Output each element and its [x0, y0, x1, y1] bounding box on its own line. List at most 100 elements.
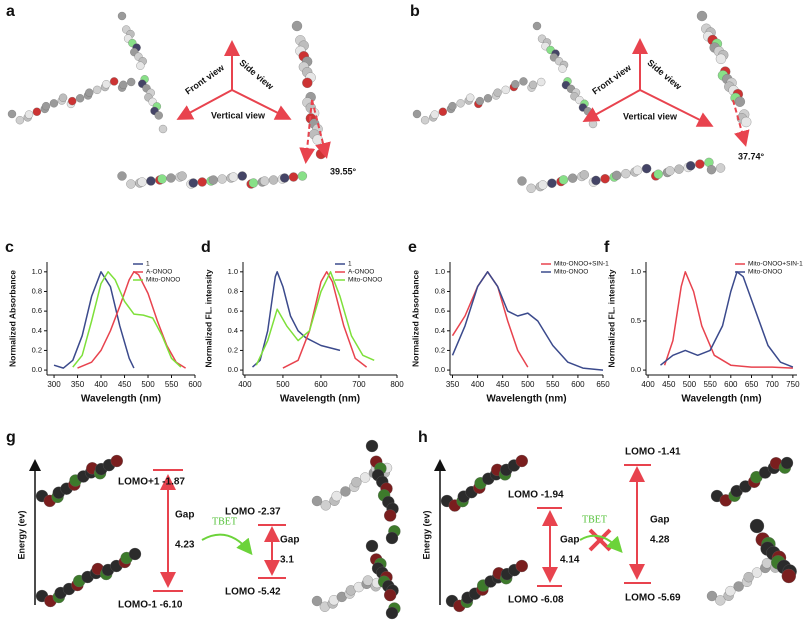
- atom: [137, 177, 147, 187]
- x-tick-label: 350: [446, 380, 460, 389]
- atom: [621, 169, 631, 179]
- view-arrows: [176, 40, 331, 164]
- atom: [743, 572, 754, 583]
- legend-label: Mito-ONOO+SIN-1: [748, 261, 803, 268]
- x-tick-label: 500: [276, 380, 290, 389]
- atom: [734, 96, 746, 107]
- atom: [197, 177, 207, 187]
- atom: [365, 539, 379, 553]
- y-tick-label: 0.6: [228, 306, 238, 315]
- view-arrows: [582, 38, 750, 147]
- panel-label: f: [604, 239, 610, 256]
- atom: [751, 567, 763, 578]
- atom: [686, 161, 696, 171]
- y-tick-label: 0.8: [32, 286, 42, 295]
- atom: [780, 456, 794, 470]
- atom: [117, 11, 127, 21]
- legend-label: Mito-ONOO: [748, 269, 782, 276]
- atom: [259, 176, 270, 186]
- legend-label: 1: [146, 261, 150, 268]
- atom: [430, 110, 439, 119]
- y-tick-label: 0.2: [228, 345, 238, 354]
- atom: [311, 495, 323, 507]
- atom: [456, 99, 465, 108]
- atom: [438, 107, 448, 116]
- series-line: [53, 271, 135, 369]
- atom: [579, 170, 589, 180]
- y-tick-label: 0.6: [32, 306, 42, 315]
- atom: [695, 159, 705, 169]
- y-tick-label: 0.0: [228, 365, 238, 374]
- atom: [365, 439, 379, 453]
- atom: [92, 85, 102, 95]
- atom: [297, 171, 308, 181]
- level-label: LOMO -6.08: [508, 595, 564, 606]
- series-line: [282, 271, 368, 369]
- atom: [75, 94, 85, 103]
- panel-label: b: [410, 3, 420, 20]
- atom: [781, 568, 796, 584]
- atom: [128, 547, 142, 561]
- legend-label: 1: [348, 261, 352, 268]
- gap-value: 4.28: [650, 535, 670, 546]
- atom: [146, 176, 156, 186]
- atom: [110, 77, 119, 86]
- y-tick-label: 0.2: [32, 345, 42, 354]
- atom: [706, 590, 718, 602]
- atom: [320, 500, 331, 511]
- legend-label: Mito-ONOO: [554, 269, 588, 276]
- x-tick-label: 400: [641, 380, 655, 389]
- atom: [351, 477, 362, 488]
- level-label: LOMO -1.94: [508, 490, 564, 501]
- x-axis-label: Wavelength (nm): [280, 394, 360, 405]
- atom: [248, 178, 259, 188]
- atom: [696, 10, 708, 22]
- view-label: Vertical view: [211, 110, 266, 120]
- legend-label: A-ONOO: [348, 269, 374, 276]
- series-line: [451, 271, 529, 368]
- x-tick-label: 350: [71, 380, 85, 389]
- energy-levels: [153, 469, 286, 592]
- atom: [519, 77, 528, 86]
- atom: [612, 170, 622, 180]
- gap-label: Gap: [650, 515, 669, 526]
- y-axis-label: Normalized FL. intensity: [203, 269, 213, 368]
- atom: [591, 175, 601, 186]
- axis-label: Energy (ev): [421, 510, 431, 559]
- atom: [547, 178, 557, 188]
- tbet-arrow: [579, 534, 623, 553]
- atom: [331, 490, 342, 502]
- atom: [517, 176, 527, 186]
- series-line: [451, 271, 604, 371]
- x-tick-label: 450: [496, 380, 510, 389]
- gap-label: Gap: [175, 510, 194, 521]
- panel-label: g: [6, 429, 16, 446]
- atom: [291, 20, 303, 32]
- series-line: [72, 271, 182, 368]
- atom: [600, 174, 610, 184]
- x-tick-label: 500: [521, 380, 535, 389]
- series-line: [251, 271, 341, 368]
- atom: [483, 94, 493, 103]
- atom: [515, 559, 528, 573]
- x-tick-label: 650: [596, 380, 610, 389]
- panel-label: e: [408, 239, 417, 256]
- x-axis-label: Wavelength (nm): [486, 394, 566, 405]
- panel-label: c: [5, 239, 14, 256]
- atom: [58, 93, 68, 102]
- y-tick-label: 0.8: [228, 286, 238, 295]
- atom: [515, 454, 528, 468]
- x-tick-label: 550: [546, 380, 560, 389]
- x-tick-label: 800: [390, 380, 404, 389]
- x-tick-label: 300: [47, 380, 61, 389]
- x-tick-label: 550: [703, 380, 717, 389]
- y-tick-label: 0.0: [32, 365, 42, 374]
- view-label: Side view: [645, 58, 684, 93]
- x-axis-label: Wavelength (nm): [681, 394, 761, 405]
- x-tick-label: 400: [471, 380, 485, 389]
- x-tick-label: 400: [94, 380, 108, 389]
- atom: [665, 166, 675, 176]
- atom: [15, 116, 25, 125]
- axis-label: Energy (ev): [16, 510, 26, 559]
- atom: [588, 119, 598, 129]
